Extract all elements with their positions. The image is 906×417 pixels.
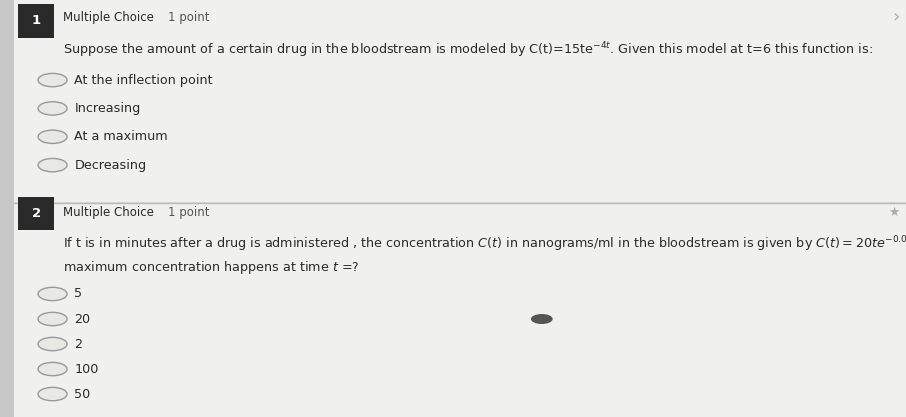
Text: At a maximum: At a maximum xyxy=(74,130,168,143)
Circle shape xyxy=(38,312,67,326)
Text: Suppose the amount of a certain drug in the bloodstream is modeled by C(t)=15te$: Suppose the amount of a certain drug in … xyxy=(63,40,873,60)
Circle shape xyxy=(38,287,67,301)
Text: 2: 2 xyxy=(74,337,82,351)
Text: 1 point: 1 point xyxy=(168,206,209,219)
Circle shape xyxy=(38,387,67,401)
Circle shape xyxy=(38,102,67,115)
Circle shape xyxy=(38,337,67,351)
FancyBboxPatch shape xyxy=(0,0,14,417)
Text: 5: 5 xyxy=(74,287,82,301)
Text: Increasing: Increasing xyxy=(74,102,140,115)
Text: ›: › xyxy=(892,8,900,27)
Text: maximum concentration happens at time $t$ =?: maximum concentration happens at time $t… xyxy=(63,259,360,276)
Text: ★: ★ xyxy=(889,206,900,219)
Text: 20: 20 xyxy=(74,312,91,326)
Circle shape xyxy=(38,130,67,143)
Text: Decreasing: Decreasing xyxy=(74,158,147,172)
Text: If t is in minutes after a drug is administered , the concentration $C(t)$ in na: If t is in minutes after a drug is admin… xyxy=(63,234,906,254)
Circle shape xyxy=(38,73,67,87)
Text: 1: 1 xyxy=(32,14,41,28)
FancyBboxPatch shape xyxy=(18,197,54,230)
Circle shape xyxy=(38,362,67,376)
Text: 2: 2 xyxy=(32,207,41,220)
Circle shape xyxy=(38,158,67,172)
FancyBboxPatch shape xyxy=(18,4,54,38)
FancyBboxPatch shape xyxy=(14,0,906,202)
Circle shape xyxy=(531,314,553,324)
Text: Multiple Choice: Multiple Choice xyxy=(63,206,154,219)
Text: 1 point: 1 point xyxy=(168,11,209,24)
FancyBboxPatch shape xyxy=(14,204,906,417)
Text: 50: 50 xyxy=(74,387,91,401)
Text: At the inflection point: At the inflection point xyxy=(74,73,213,87)
Text: 100: 100 xyxy=(74,362,99,376)
Text: Multiple Choice: Multiple Choice xyxy=(63,11,154,24)
